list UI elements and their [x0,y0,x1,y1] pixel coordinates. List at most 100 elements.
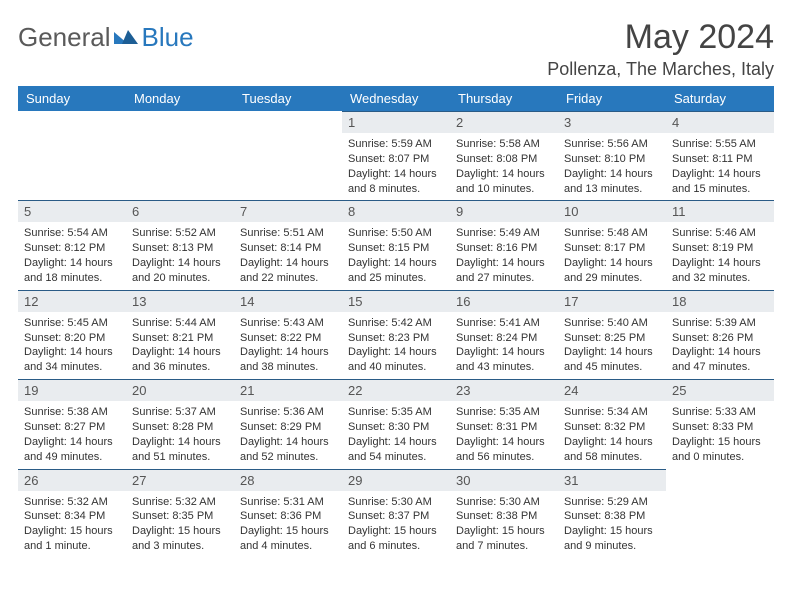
calendar-cell: 2Sunrise: 5:58 AMSunset: 8:08 PMDaylight… [450,111,558,200]
weekday-header: Thursday [450,86,558,111]
day-details: Sunrise: 5:41 AMSunset: 8:24 PMDaylight:… [450,312,558,379]
day-number: 20 [126,379,234,401]
calendar-cell: 12Sunrise: 5:45 AMSunset: 8:20 PMDayligh… [18,290,126,379]
day-number: 1 [342,111,450,133]
day-number: 10 [558,200,666,222]
calendar-cell: 27Sunrise: 5:32 AMSunset: 8:35 PMDayligh… [126,469,234,558]
day-number: 12 [18,290,126,312]
day-details: Sunrise: 5:34 AMSunset: 8:32 PMDaylight:… [558,401,666,468]
location: Pollenza, The Marches, Italy [547,59,774,80]
day-details [126,133,234,141]
calendar-cell: 23Sunrise: 5:35 AMSunset: 8:31 PMDayligh… [450,379,558,468]
calendar-cell: 7Sunrise: 5:51 AMSunset: 8:14 PMDaylight… [234,200,342,289]
calendar-cell: 16Sunrise: 5:41 AMSunset: 8:24 PMDayligh… [450,290,558,379]
calendar-week: 5Sunrise: 5:54 AMSunset: 8:12 PMDaylight… [18,200,774,289]
day-details: Sunrise: 5:37 AMSunset: 8:28 PMDaylight:… [126,401,234,468]
day-number: 8 [342,200,450,222]
day-number: 11 [666,200,774,222]
day-details: Sunrise: 5:39 AMSunset: 8:26 PMDaylight:… [666,312,774,379]
day-details: Sunrise: 5:36 AMSunset: 8:29 PMDaylight:… [234,401,342,468]
calendar-cell: 25Sunrise: 5:33 AMSunset: 8:33 PMDayligh… [666,379,774,468]
calendar-cell: 15Sunrise: 5:42 AMSunset: 8:23 PMDayligh… [342,290,450,379]
day-details [18,133,126,141]
day-details: Sunrise: 5:44 AMSunset: 8:21 PMDaylight:… [126,312,234,379]
weekday-header: Friday [558,86,666,111]
day-number: 16 [450,290,558,312]
weekday-header: Tuesday [234,86,342,111]
day-number: 5 [18,200,126,222]
day-details [666,491,774,499]
calendar-cell: 22Sunrise: 5:35 AMSunset: 8:30 PMDayligh… [342,379,450,468]
calendar-cell: 6Sunrise: 5:52 AMSunset: 8:13 PMDaylight… [126,200,234,289]
day-number: 31 [558,469,666,491]
calendar-cell: 13Sunrise: 5:44 AMSunset: 8:21 PMDayligh… [126,290,234,379]
logo-icon [114,22,140,53]
calendar-cell: 21Sunrise: 5:36 AMSunset: 8:29 PMDayligh… [234,379,342,468]
day-number: 21 [234,379,342,401]
month-title: May 2024 [547,18,774,57]
weekday-header: Saturday [666,86,774,111]
calendar-cell: 29Sunrise: 5:30 AMSunset: 8:37 PMDayligh… [342,469,450,558]
calendar-week: 1Sunrise: 5:59 AMSunset: 8:07 PMDaylight… [18,111,774,200]
calendar-cell: 24Sunrise: 5:34 AMSunset: 8:32 PMDayligh… [558,379,666,468]
day-details: Sunrise: 5:35 AMSunset: 8:30 PMDaylight:… [342,401,450,468]
calendar-body: 1Sunrise: 5:59 AMSunset: 8:07 PMDaylight… [18,111,774,558]
calendar-cell: 28Sunrise: 5:31 AMSunset: 8:36 PMDayligh… [234,469,342,558]
calendar-week: 19Sunrise: 5:38 AMSunset: 8:27 PMDayligh… [18,379,774,468]
day-number: 29 [342,469,450,491]
day-number: 7 [234,200,342,222]
day-details: Sunrise: 5:58 AMSunset: 8:08 PMDaylight:… [450,133,558,200]
day-number: 2 [450,111,558,133]
day-number: 15 [342,290,450,312]
weekday-header: Monday [126,86,234,111]
day-details: Sunrise: 5:32 AMSunset: 8:34 PMDaylight:… [18,491,126,558]
day-number: 25 [666,379,774,401]
day-details: Sunrise: 5:42 AMSunset: 8:23 PMDaylight:… [342,312,450,379]
calendar-cell [234,111,342,200]
day-number: 24 [558,379,666,401]
day-details: Sunrise: 5:54 AMSunset: 8:12 PMDaylight:… [18,222,126,289]
day-number: 6 [126,200,234,222]
calendar-cell: 17Sunrise: 5:40 AMSunset: 8:25 PMDayligh… [558,290,666,379]
calendar-cell: 4Sunrise: 5:55 AMSunset: 8:11 PMDaylight… [666,111,774,200]
calendar-cell: 30Sunrise: 5:30 AMSunset: 8:38 PMDayligh… [450,469,558,558]
day-details: Sunrise: 5:59 AMSunset: 8:07 PMDaylight:… [342,133,450,200]
day-details: Sunrise: 5:48 AMSunset: 8:17 PMDaylight:… [558,222,666,289]
day-details: Sunrise: 5:32 AMSunset: 8:35 PMDaylight:… [126,491,234,558]
calendar-cell: 1Sunrise: 5:59 AMSunset: 8:07 PMDaylight… [342,111,450,200]
day-details: Sunrise: 5:35 AMSunset: 8:31 PMDaylight:… [450,401,558,468]
day-details: Sunrise: 5:56 AMSunset: 8:10 PMDaylight:… [558,133,666,200]
title-block: May 2024 Pollenza, The Marches, Italy [547,18,774,80]
calendar-cell: 18Sunrise: 5:39 AMSunset: 8:26 PMDayligh… [666,290,774,379]
calendar-cell: 5Sunrise: 5:54 AMSunset: 8:12 PMDaylight… [18,200,126,289]
day-details: Sunrise: 5:29 AMSunset: 8:38 PMDaylight:… [558,491,666,558]
day-details: Sunrise: 5:43 AMSunset: 8:22 PMDaylight:… [234,312,342,379]
calendar-cell: 31Sunrise: 5:29 AMSunset: 8:38 PMDayligh… [558,469,666,558]
calendar-week: 26Sunrise: 5:32 AMSunset: 8:34 PMDayligh… [18,469,774,558]
day-details: Sunrise: 5:30 AMSunset: 8:38 PMDaylight:… [450,491,558,558]
page-header: General Blue May 2024 Pollenza, The Marc… [18,18,774,80]
day-details: Sunrise: 5:52 AMSunset: 8:13 PMDaylight:… [126,222,234,289]
logo-text-2: Blue [142,22,194,53]
day-details: Sunrise: 5:31 AMSunset: 8:36 PMDaylight:… [234,491,342,558]
day-number: 13 [126,290,234,312]
calendar-cell: 26Sunrise: 5:32 AMSunset: 8:34 PMDayligh… [18,469,126,558]
day-details: Sunrise: 5:49 AMSunset: 8:16 PMDaylight:… [450,222,558,289]
calendar-cell [18,111,126,200]
calendar-cell [666,469,774,558]
day-details: Sunrise: 5:45 AMSunset: 8:20 PMDaylight:… [18,312,126,379]
calendar-cell: 10Sunrise: 5:48 AMSunset: 8:17 PMDayligh… [558,200,666,289]
calendar-cell: 14Sunrise: 5:43 AMSunset: 8:22 PMDayligh… [234,290,342,379]
day-details: Sunrise: 5:46 AMSunset: 8:19 PMDaylight:… [666,222,774,289]
day-number: 3 [558,111,666,133]
day-details: Sunrise: 5:51 AMSunset: 8:14 PMDaylight:… [234,222,342,289]
weekday-header: Wednesday [342,86,450,111]
calendar-week: 12Sunrise: 5:45 AMSunset: 8:20 PMDayligh… [18,290,774,379]
calendar-cell: 8Sunrise: 5:50 AMSunset: 8:15 PMDaylight… [342,200,450,289]
calendar-table: SundayMondayTuesdayWednesdayThursdayFrid… [18,86,774,558]
day-number: 26 [18,469,126,491]
day-details: Sunrise: 5:33 AMSunset: 8:33 PMDaylight:… [666,401,774,468]
day-details: Sunrise: 5:38 AMSunset: 8:27 PMDaylight:… [18,401,126,468]
calendar-cell [126,111,234,200]
day-number: 27 [126,469,234,491]
